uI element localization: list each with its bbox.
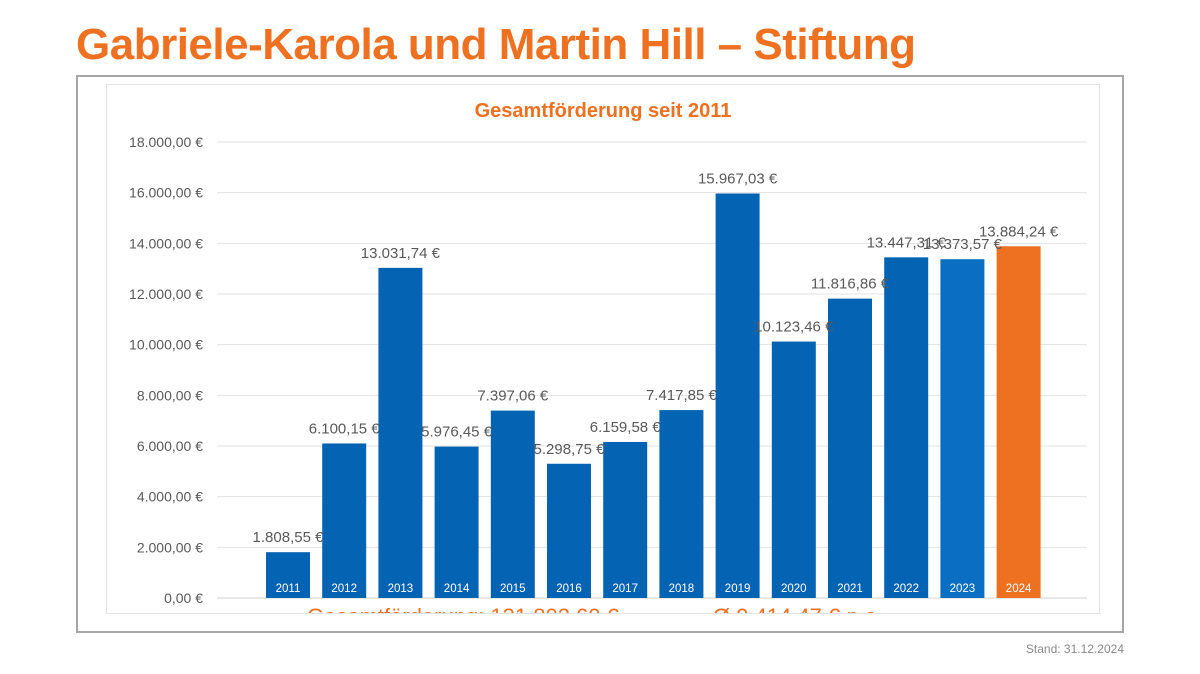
bar <box>490 410 535 598</box>
chart-area: Gesamtförderung seit 2011 0,00 € 2.000,00… <box>106 84 1100 614</box>
data-label: 5.976,45 € <box>421 424 493 441</box>
bar <box>996 246 1041 598</box>
bar <box>322 443 367 598</box>
y-tick-label: 18.000,00 € <box>129 134 203 150</box>
y-tick-label: 6.000,00 € <box>137 438 203 454</box>
bars <box>266 193 1041 599</box>
x-tick-label: 2023 <box>950 583 976 595</box>
bar-chart: Gesamtförderung seit 2011 0,00 € 2.000,00… <box>129 100 1087 613</box>
y-axis-tick-labels: 0,00 € 2.000,00 € 4.000,00 € 6.000,00 € 8.00… <box>129 134 203 606</box>
stand-date: Stand: 31.12.2024 <box>1025 642 1124 656</box>
y-tick-label: 10.000,00 € <box>129 337 203 353</box>
data-label: 7.417,85 € <box>646 387 718 404</box>
bar <box>715 193 760 599</box>
summary-average: Ø 9.414,47 € p.a. <box>713 604 883 613</box>
x-tick-label: 2017 <box>612 583 638 595</box>
x-axis-tick-labels: 2011 2012 2013 2014 2015 2016 2017 2018 2019 2020… <box>276 583 1032 595</box>
data-label: 1.808,55 € <box>253 529 325 546</box>
x-tick-label: 2019 <box>725 583 751 595</box>
x-tick-label: 2013 <box>388 583 414 595</box>
data-label: 13.373,57 € <box>923 236 1003 253</box>
x-tick-label: 2020 <box>781 583 807 595</box>
data-label: 6.159,58 € <box>590 419 662 436</box>
x-tick-label: 2024 <box>1006 583 1032 595</box>
chart-outer-frame <box>76 75 1124 633</box>
y-tick-label: 16.000,00 € <box>129 185 203 201</box>
y-tick-label: 4.000,00 € <box>137 489 203 505</box>
x-tick-label: 2022 <box>893 583 919 595</box>
y-tick-label: 14.000,00 € <box>129 235 203 251</box>
x-tick-label: 2018 <box>669 583 695 595</box>
data-label: 6.100,15 € <box>309 420 381 437</box>
x-tick-label: 2016 <box>556 583 582 595</box>
bar <box>378 267 423 598</box>
y-tick-label: 2.000,00 € <box>137 539 203 555</box>
data-label: 11.816,86 € <box>811 276 890 293</box>
bar <box>771 341 816 598</box>
x-tick-label: 2014 <box>444 583 470 595</box>
data-label: 13.447,31 € <box>867 234 947 251</box>
data-label: 15.967,03 € <box>698 171 778 188</box>
summary-total: Gesamtförderung: 131.802,60 € <box>307 604 619 613</box>
bar <box>940 259 985 598</box>
x-tick-label: 2015 <box>500 583 526 595</box>
y-tick-label: 0,00 € <box>164 590 203 606</box>
bar <box>884 257 929 598</box>
bar <box>434 446 479 598</box>
page-title: Gabriele-Karola und Martin Hill – Stiftu… <box>76 20 916 69</box>
y-tick-label: 12.000,00 € <box>129 286 203 302</box>
y-tick-label: 8.000,00 € <box>137 387 203 403</box>
data-label: 10.123,46 € <box>754 319 834 336</box>
bar <box>659 410 704 598</box>
data-label: 5.298,75 € <box>534 441 606 458</box>
x-tick-label: 2021 <box>837 583 863 595</box>
data-label: 13.884,24 € <box>979 223 1059 240</box>
chart-title: Gesamtförderung seit 2011 <box>475 100 732 122</box>
bar <box>828 298 872 598</box>
x-tick-label: 2012 <box>331 583 357 595</box>
data-label: 7.397,06 € <box>477 388 549 405</box>
bar <box>266 552 310 598</box>
data-labels: 1.808,55 € 6.100,15 € 13.031,74 € 5.976,45 … <box>253 171 1059 547</box>
x-tick-label: 2011 <box>276 583 301 595</box>
bar <box>603 441 648 598</box>
bar <box>547 463 591 598</box>
data-label: 13.031,74 € <box>361 245 441 262</box>
